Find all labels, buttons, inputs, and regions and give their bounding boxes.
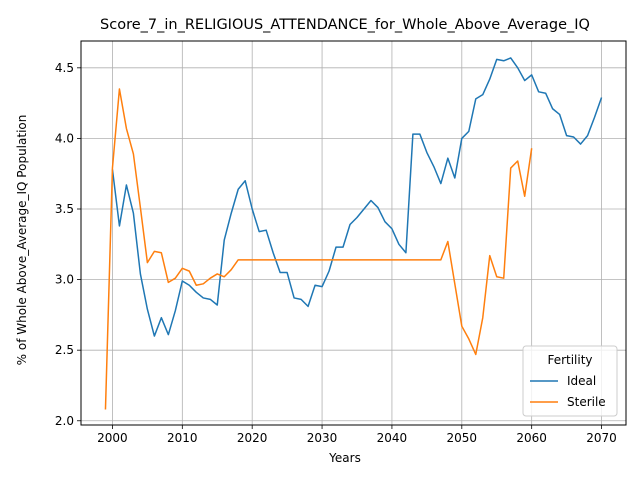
series-line-ideal [111,57,603,337]
chart-title: Score_7_in_RELIGIOUS_ATTENDANCE_for_Whol… [100,17,590,33]
x-axis-label: Years [328,451,361,465]
legend: Fertility Ideal Sterile [522,345,618,417]
y-tick-label: 4.0 [55,131,74,145]
legend-title: Fertility [547,353,592,367]
legend-label-sterile: Sterile [567,395,606,409]
series-line-sterile [104,88,533,410]
y-tick-label: 4.5 [55,61,74,75]
x-tick-label: 2060 [516,431,547,445]
y-tick-label: 3.5 [55,202,74,216]
x-tick-label: 2070 [586,431,617,445]
legend-box [522,345,618,417]
series-layer [104,57,603,410]
x-tick-label: 2020 [237,431,268,445]
y-tick-label: 3.0 [55,273,74,287]
y-axis-label: % of Whole Above_Average_IQ Population [15,115,29,366]
y-tick-label: 2.5 [55,343,74,357]
y-axis: 2.0 2.5 3.0 3.5 4.0 4.5 [55,61,81,428]
x-tick-label: 2000 [97,431,128,445]
x-tick-label: 2050 [447,431,478,445]
x-tick-label: 2010 [167,431,198,445]
legend-label-ideal: Ideal [567,374,596,388]
y-tick-label: 2.0 [55,414,74,428]
x-tick-label: 2030 [307,431,338,445]
x-tick-label: 2040 [377,431,408,445]
plot-frame [80,40,627,426]
x-axis: 2000 2010 2020 2030 2040 2050 2060 2070 [97,425,617,445]
